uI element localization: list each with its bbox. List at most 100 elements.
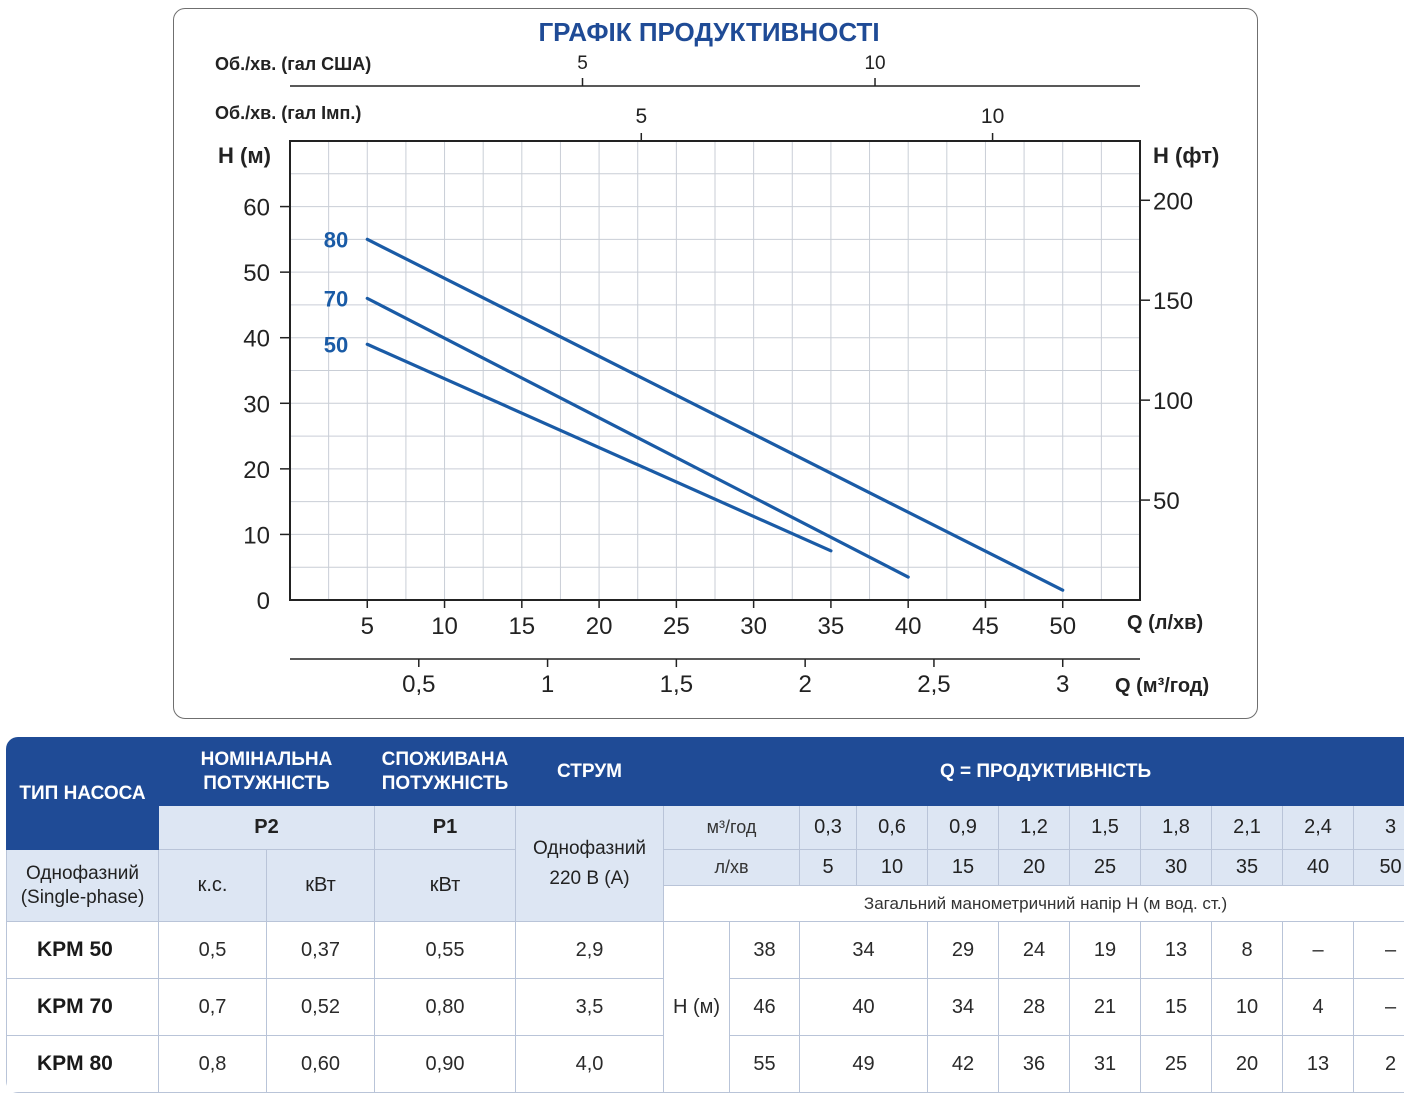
series-label-80: 80 xyxy=(324,227,348,252)
head-value: 31 xyxy=(1069,1035,1142,1093)
y-tick-label: 60 xyxy=(243,195,270,222)
x-tick-label: 45 xyxy=(972,613,999,640)
head-value: 24 xyxy=(998,921,1071,979)
q-m3-value: 1,2 xyxy=(998,805,1071,850)
top-imp-tick-label: 5 xyxy=(635,105,647,128)
plot-border xyxy=(289,140,1141,601)
head-value: 19 xyxy=(1069,921,1142,979)
head-value: 4 xyxy=(1282,978,1355,1036)
y2-tick-label: 100 xyxy=(1153,388,1193,415)
q-m3-value: 1,5 xyxy=(1069,805,1142,850)
q-lmin-value: 5 xyxy=(799,849,858,886)
x2-tick-label: 3 xyxy=(1056,671,1069,698)
x-tick-label: 20 xyxy=(586,613,613,640)
head-value: 34 xyxy=(799,921,929,979)
kw-unit: кВт xyxy=(265,849,376,922)
series-line-80 xyxy=(365,237,1065,592)
current-description: Однофазний 220 В (А) xyxy=(515,805,665,922)
y-tick-label: 10 xyxy=(243,522,270,549)
y2-tick-label: 150 xyxy=(1153,288,1193,315)
head-value: 8 xyxy=(1211,921,1284,979)
y2-axis-label: H (фт) xyxy=(1153,143,1219,168)
q-lmin-value: 40 xyxy=(1282,849,1355,886)
x-tick-label: 10 xyxy=(431,613,458,640)
y-axis-label: H (м) xyxy=(218,143,271,168)
y-tick-label: 0 xyxy=(257,588,270,615)
head-value: 15 xyxy=(1140,978,1213,1036)
hp-value: 0,5 xyxy=(158,921,267,979)
x2-tick-label: 2,5 xyxy=(917,671,950,698)
current-value: 4,0 xyxy=(515,1035,665,1093)
head-value: – xyxy=(1353,921,1404,979)
x-tick-label: 30 xyxy=(740,613,767,640)
model-name: KPM 50 xyxy=(6,921,159,979)
p2-label: P2 xyxy=(157,805,376,850)
p1-value: 0,90 xyxy=(374,1035,517,1093)
type-header: ТИП НАСОСА xyxy=(6,737,159,850)
y2-tick-label: 200 xyxy=(1153,188,1193,215)
q-lmin-value: 15 xyxy=(927,849,1000,886)
series-line-50 xyxy=(365,342,833,553)
model-name: KPM 80 xyxy=(6,1035,159,1093)
series-label-70: 70 xyxy=(324,286,348,311)
head-value: 29 xyxy=(927,921,1000,979)
head-value: 36 xyxy=(998,1035,1071,1093)
phase-label: Однофазний (Single-phase) xyxy=(6,849,159,922)
consumed-power-header: СПОЖИВАНА ПОТУЖНІСТЬ xyxy=(374,737,517,806)
top-imp-axis-label: Об./хв. (гал Імп.) xyxy=(215,103,361,123)
series-line-70 xyxy=(365,296,910,579)
top-imp-tick-label: 10 xyxy=(981,105,1004,128)
q-m3-label: м³/год xyxy=(663,805,801,850)
y-tick-label: 20 xyxy=(243,457,270,484)
q-lmin-value: 30 xyxy=(1140,849,1213,886)
current-value: 2,9 xyxy=(515,921,665,979)
q-m3-value: 3 xyxy=(1353,805,1404,850)
head-value: 20 xyxy=(1211,1035,1284,1093)
q-lmin-value: 20 xyxy=(998,849,1071,886)
nominal-power-header: НОМІНАЛЬНА ПОТУЖНІСТЬ xyxy=(157,737,376,806)
head-value: 13 xyxy=(1282,1035,1355,1093)
x2-tick-label: 2 xyxy=(798,671,811,698)
top-us-tick-label: 10 xyxy=(864,53,885,74)
head-value: 25 xyxy=(1140,1035,1213,1093)
performance-table: ТИП НАСОСА НОМІНАЛЬНА ПОТУЖНІСТЬ СПОЖИВА… xyxy=(6,737,1404,1093)
y-tick-label: 50 xyxy=(243,260,270,287)
head-value: 2 xyxy=(1353,1035,1404,1093)
model-name: KPM 70 xyxy=(6,978,159,1036)
head-value: 38 xyxy=(729,921,801,979)
head-value: 49 xyxy=(799,1035,929,1093)
x2-tick-label: 1 xyxy=(541,671,554,698)
head-value: 28 xyxy=(998,978,1071,1036)
chart-title: ГРАФІК ПРОДУКТИВНОСТІ xyxy=(538,17,879,47)
q-lmin-value: 10 xyxy=(856,849,929,886)
productivity-header: Q = ПРОДУКТИВНІСТЬ xyxy=(663,737,1404,806)
chart-frame xyxy=(173,8,1258,719)
x-tick-label: 5 xyxy=(361,613,374,640)
head-caption: Загальний манометричний напір H (м вод. … xyxy=(663,885,1404,922)
q-lmin-value: 50 xyxy=(1353,849,1404,886)
q-m3-value: 0,9 xyxy=(927,805,1000,850)
y2-tick-label: 50 xyxy=(1153,488,1180,515)
head-value: 21 xyxy=(1069,978,1142,1036)
p1-value: 0,80 xyxy=(374,978,517,1036)
head-value: 42 xyxy=(927,1035,1000,1093)
x2-axis-label: Q (м³/год) xyxy=(1115,675,1209,697)
head-value: 46 xyxy=(729,978,801,1036)
hp-value: 0,7 xyxy=(158,978,267,1036)
x-tick-label: 35 xyxy=(818,613,845,640)
q-lmin-label: л/хв xyxy=(663,849,801,886)
q-m3-value: 0,3 xyxy=(799,805,858,850)
p1-kw-unit: кВт xyxy=(374,849,517,922)
y-tick-label: 30 xyxy=(243,391,270,418)
head-value: 55 xyxy=(729,1035,801,1093)
q-m3-value: 1,8 xyxy=(1140,805,1213,850)
x-tick-label: 40 xyxy=(895,613,922,640)
q-m3-value: 0,6 xyxy=(856,805,929,850)
x-tick-label: 50 xyxy=(1049,613,1076,640)
x-tick-label: 25 xyxy=(663,613,690,640)
x2-tick-label: 0,5 xyxy=(402,671,435,698)
top-us-tick-label: 5 xyxy=(577,53,588,74)
p1-value: 0,55 xyxy=(374,921,517,979)
head-value: 40 xyxy=(799,978,929,1036)
x-tick-label: 15 xyxy=(508,613,535,640)
